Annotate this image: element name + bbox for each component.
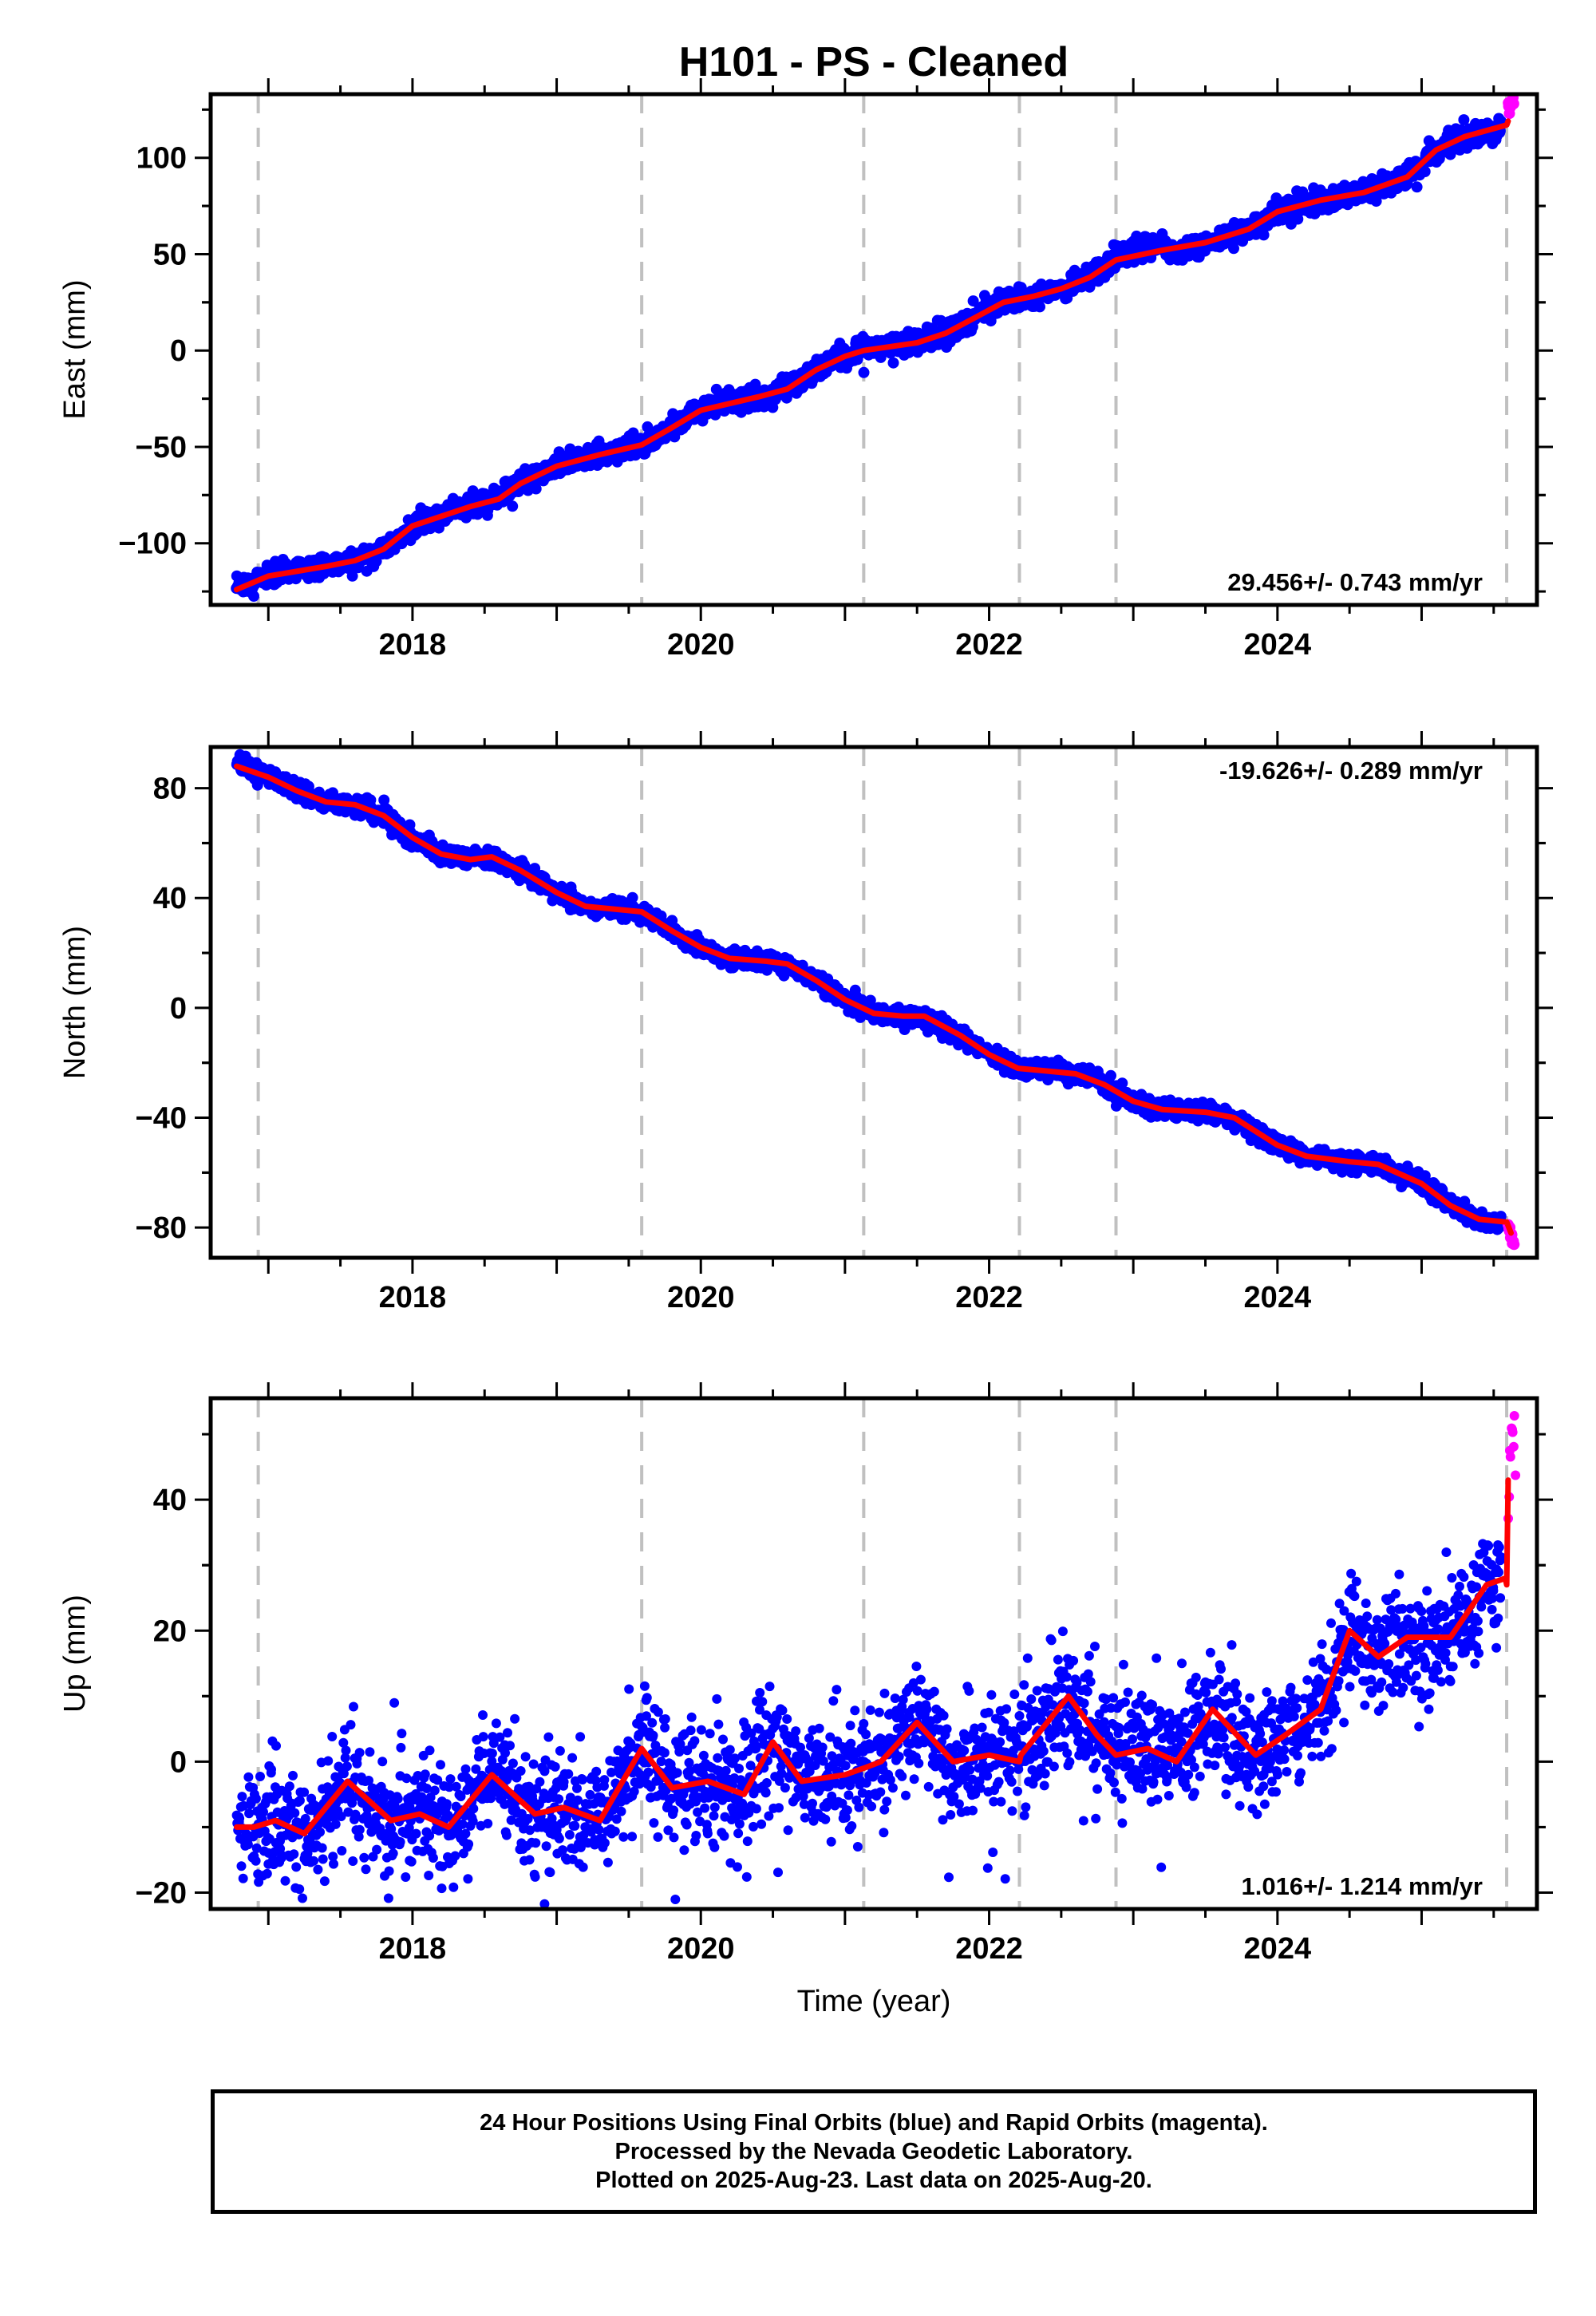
data-point [1228, 243, 1239, 255]
data-point [710, 383, 722, 395]
series-layer [231, 94, 1519, 602]
data-point [530, 483, 542, 495]
series-layer [231, 749, 1520, 1251]
data-point [858, 366, 870, 378]
x-tick-label: 2018 [379, 1281, 447, 1314]
data-point [1258, 229, 1270, 241]
y-axis-label: North (mm) [58, 926, 92, 1079]
y-tick-label: −40 [136, 1102, 187, 1136]
model-line [234, 118, 1511, 593]
data-point [507, 500, 519, 512]
y-axis-label: East (mm) [58, 279, 92, 419]
data-point [1370, 196, 1382, 207]
data-point [1116, 1077, 1128, 1089]
rapid-orbits-points [1503, 94, 1519, 120]
y-tick-label: 100 [136, 142, 187, 176]
data-point [248, 591, 259, 602]
data-point [1458, 114, 1470, 126]
x-tick-label: 2024 [1244, 628, 1312, 662]
x-tick-label: 2020 [667, 1281, 735, 1314]
y-tick-label: 80 [153, 773, 187, 806]
data-point [1411, 181, 1423, 193]
data-point [1034, 301, 1045, 313]
plot-area [211, 1398, 1537, 1909]
rate-label: -19.626+/- 0.289 mm/yr [1219, 757, 1483, 785]
data-point [1459, 1196, 1471, 1207]
x-tick-label: 2024 [1244, 1281, 1312, 1314]
model-line [234, 763, 1514, 1236]
data-point [887, 357, 899, 369]
y-tick-label: −100 [118, 528, 187, 561]
data-point [626, 891, 638, 903]
y-tick-label: −80 [136, 1211, 187, 1245]
x-tick-label: 2022 [955, 1281, 1023, 1314]
rate-label: 29.456+/- 0.743 mm/yr [1227, 568, 1483, 596]
plot-frame [208, 745, 1539, 1260]
data-point [378, 794, 390, 806]
data-point [1292, 213, 1304, 225]
north-panel: 2018 2020 2022 2024 −80 −40 0 40 80 North (mm) -19… [58, 731, 1553, 1314]
x-tick-label: 2018 [379, 628, 447, 662]
y-tick-label: 0 [170, 334, 187, 368]
y-tick-label: 40 [153, 882, 187, 915]
data-point [749, 378, 761, 390]
y-tick-label: −50 [136, 431, 187, 464]
data-point [327, 787, 338, 799]
data-point [1508, 1239, 1520, 1251]
y-tick-label: 50 [153, 238, 187, 271]
x-tick-label: 2020 [667, 628, 735, 662]
data-point [1507, 98, 1519, 109]
final-orbits-points [231, 113, 1507, 602]
y-tick-label: 0 [170, 992, 187, 1026]
x-tick-label: 2022 [955, 628, 1023, 662]
east-panel: 2018 2020 2022 2024 −100 −50 0 50 100 East (mm) 29… [58, 78, 1553, 662]
data-point [1419, 166, 1431, 177]
figure-title: H101 - PS - Cleaned [679, 39, 1069, 85]
data-point [1105, 1069, 1116, 1081]
